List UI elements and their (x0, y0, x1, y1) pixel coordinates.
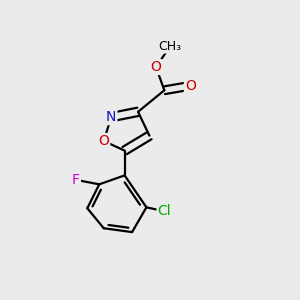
Text: N: N (106, 110, 116, 124)
Text: CH₃: CH₃ (159, 40, 182, 52)
Text: O: O (151, 60, 161, 74)
Text: O: O (185, 79, 196, 93)
Text: Cl: Cl (158, 204, 171, 218)
Text: F: F (72, 173, 80, 187)
Text: O: O (98, 134, 109, 148)
